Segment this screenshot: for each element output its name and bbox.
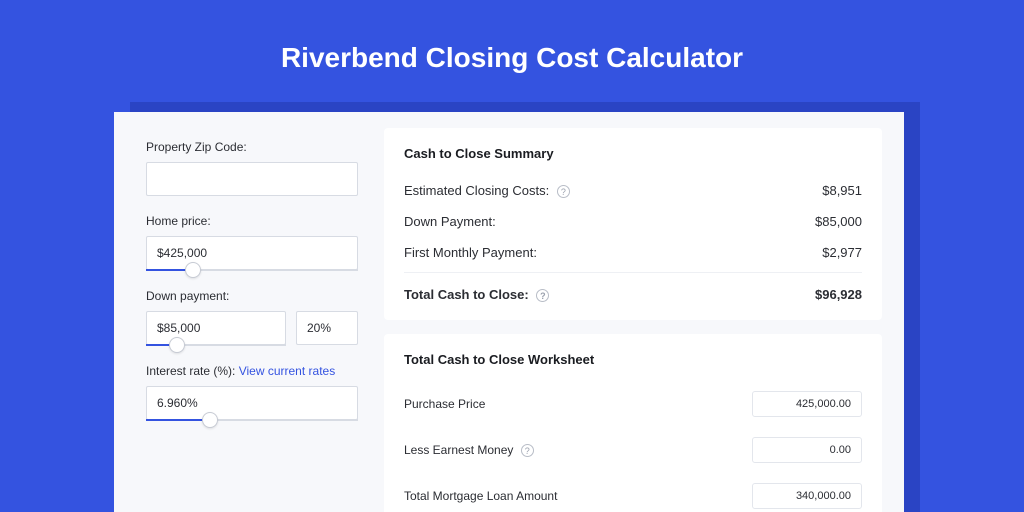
- summary-row-closing-costs: Estimated Closing Costs: ? $8,951: [404, 175, 862, 206]
- interest-rate-label: Interest rate (%): View current rates: [146, 364, 358, 378]
- interest-rate-thumb[interactable]: [202, 412, 218, 428]
- help-icon[interactable]: ?: [521, 444, 534, 457]
- summary-label: Down Payment:: [404, 214, 496, 229]
- down-payment-label: Down payment:: [146, 289, 358, 303]
- home-price-input[interactable]: [146, 236, 358, 270]
- interest-rate-track: [146, 419, 358, 421]
- interest-rate-fill: [146, 419, 210, 421]
- summary-value: $8,951: [822, 183, 862, 198]
- home-price-label: Home price:: [146, 214, 358, 228]
- summary-value: $85,000: [815, 214, 862, 229]
- field-interest-rate: Interest rate (%): View current rates: [146, 364, 358, 421]
- interest-rate-label-text: Interest rate (%):: [146, 364, 235, 378]
- inputs-column: Property Zip Code: Home price: Down paym…: [114, 112, 374, 512]
- page-title: Riverbend Closing Cost Calculator: [0, 0, 1024, 98]
- down-payment-input[interactable]: [146, 311, 286, 345]
- summary-label: First Monthly Payment:: [404, 245, 537, 260]
- help-icon[interactable]: ?: [557, 185, 570, 198]
- home-price-thumb[interactable]: [185, 262, 201, 278]
- worksheet-title: Total Cash to Close Worksheet: [404, 352, 862, 367]
- home-price-track: [146, 269, 358, 271]
- down-payment-thumb[interactable]: [169, 337, 185, 353]
- worksheet-label-text: Less Earnest Money: [404, 443, 513, 457]
- calculator-panel: Property Zip Code: Home price: Down paym…: [114, 112, 904, 512]
- worksheet-row-mortgage-loan: Total Mortgage Loan Amount: [404, 473, 862, 512]
- summary-value: $2,977: [822, 245, 862, 260]
- worksheet-input-mortgage-loan[interactable]: [752, 483, 862, 509]
- page-root: Riverbend Closing Cost Calculator Proper…: [0, 0, 1024, 512]
- summary-card: Cash to Close Summary Estimated Closing …: [384, 128, 882, 320]
- summary-label-text: Estimated Closing Costs:: [404, 183, 549, 198]
- summary-row-down-payment: Down Payment: $85,000: [404, 206, 862, 237]
- field-home-price: Home price:: [146, 214, 358, 271]
- worksheet-label: Less Earnest Money ?: [404, 443, 534, 457]
- interest-rate-input[interactable]: [146, 386, 358, 420]
- help-icon[interactable]: ?: [536, 289, 549, 302]
- interest-rate-slider[interactable]: [146, 386, 358, 421]
- summary-total-label: Total Cash to Close: ?: [404, 287, 549, 302]
- down-payment-track: [146, 344, 286, 346]
- worksheet-row-purchase-price: Purchase Price: [404, 381, 862, 427]
- summary-label: Estimated Closing Costs: ?: [404, 183, 570, 198]
- worksheet-card: Total Cash to Close Worksheet Purchase P…: [384, 334, 882, 512]
- field-down-payment: Down payment:: [146, 289, 358, 346]
- worksheet-label: Purchase Price: [404, 397, 485, 411]
- worksheet-row-earnest-money: Less Earnest Money ?: [404, 427, 862, 473]
- summary-row-total: Total Cash to Close: ? $96,928: [404, 272, 862, 310]
- down-payment-slider[interactable]: [146, 311, 286, 346]
- results-column: Cash to Close Summary Estimated Closing …: [374, 112, 904, 512]
- summary-title: Cash to Close Summary: [404, 146, 862, 161]
- zip-label: Property Zip Code:: [146, 140, 358, 154]
- field-zip: Property Zip Code:: [146, 140, 358, 196]
- down-payment-row: [146, 311, 358, 346]
- worksheet-label: Total Mortgage Loan Amount: [404, 489, 557, 503]
- summary-total-value: $96,928: [815, 287, 862, 302]
- summary-row-first-payment: First Monthly Payment: $2,977: [404, 237, 862, 268]
- home-price-slider[interactable]: [146, 236, 358, 271]
- zip-input[interactable]: [146, 162, 358, 196]
- view-rates-link[interactable]: View current rates: [239, 364, 336, 378]
- down-payment-pct-input[interactable]: [296, 311, 358, 345]
- worksheet-input-earnest-money[interactable]: [752, 437, 862, 463]
- summary-total-label-text: Total Cash to Close:: [404, 287, 529, 302]
- worksheet-input-purchase-price[interactable]: [752, 391, 862, 417]
